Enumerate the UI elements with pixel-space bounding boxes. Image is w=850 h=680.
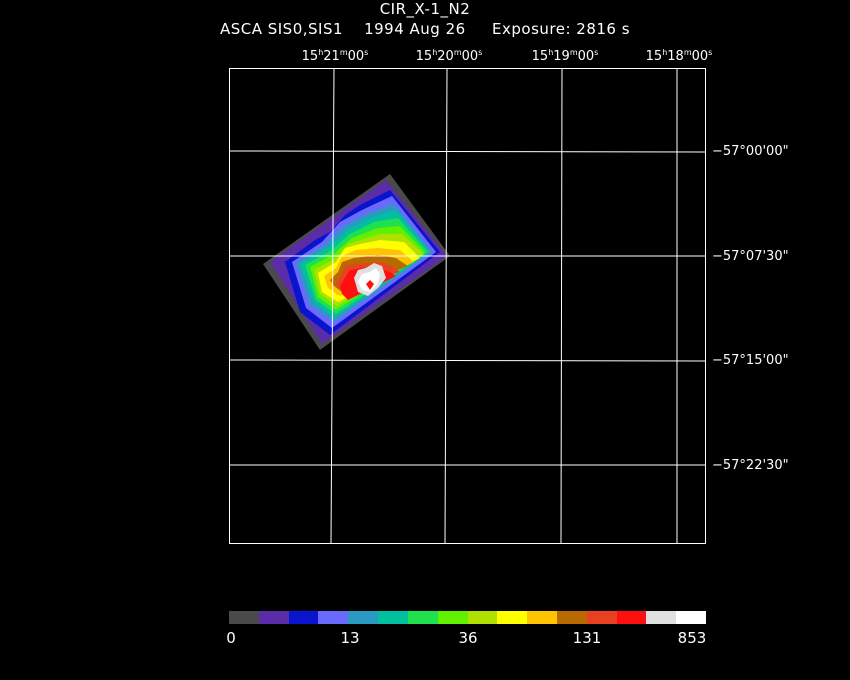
colorbar-swatch-11: [556, 611, 587, 624]
colorbar-swatch-3: [318, 611, 349, 624]
colorbar-swatch-13: [616, 611, 647, 624]
colorbar: [229, 611, 706, 624]
ra-label-3: 15h18m00s: [645, 48, 713, 64]
dec-gridline-2: [228, 359, 707, 362]
level-white: [358, 268, 380, 292]
colorbar-swatch-9: [497, 611, 528, 624]
colorbar-tick-1: 13: [340, 629, 360, 647]
dec-label-3: −57°22'30": [712, 458, 789, 473]
dec-label-1: −57°07'30": [712, 249, 789, 264]
plot-frame: [229, 68, 706, 544]
ra-gridline-0: [330, 67, 335, 544]
ra-gridline-1: [444, 67, 448, 544]
observation-info: ASCA SIS0,SIS1 1994 Aug 26 Exposure: 281…: [0, 20, 850, 38]
ra-gridline-2: [560, 67, 563, 544]
instrument-label: ASCA SIS0,SIS1: [219, 20, 344, 38]
date-label: 1994 Aug 26: [364, 20, 466, 38]
colorbar-swatch-4: [348, 611, 379, 624]
colorbar-tick-4: 853: [677, 629, 707, 647]
colorbar-swatch-1: [258, 611, 289, 624]
colorbar-tick-2: 36: [458, 629, 478, 647]
coordinate-grid: [228, 67, 707, 544]
image-title: CIR_X-1_N2: [379, 0, 471, 18]
dec-label-0: −57°00'00": [712, 144, 789, 159]
colorbar-swatch-8: [467, 611, 498, 624]
intensity-map: [263, 174, 450, 350]
level-core: [366, 280, 374, 290]
dec-label-2: −57°15'00": [712, 353, 789, 368]
colorbar-swatch-7: [437, 611, 468, 624]
ra-label-2: 15h19m00s: [531, 48, 599, 64]
colorbar-swatch-10: [527, 611, 557, 624]
colorbar-swatch-5: [378, 611, 408, 624]
colorbar-tick-0: 0: [226, 629, 236, 647]
ra-label-0: 15h21m00s: [301, 48, 369, 64]
colorbar-swatch-0: [229, 611, 259, 624]
colorbar-swatch-12: [586, 611, 617, 624]
dec-gridline-0: [228, 150, 707, 153]
colorbar-swatch-2: [288, 611, 319, 624]
colorbar-swatch-6: [407, 611, 438, 624]
ra-label-1: 15h20m00s: [415, 48, 483, 64]
exposure-label: Exposure: 2816 s: [492, 20, 631, 38]
colorbar-swatch-15: [676, 611, 706, 624]
colorbar-tick-3: 131: [572, 629, 602, 647]
colorbar-swatch-14: [646, 611, 677, 624]
